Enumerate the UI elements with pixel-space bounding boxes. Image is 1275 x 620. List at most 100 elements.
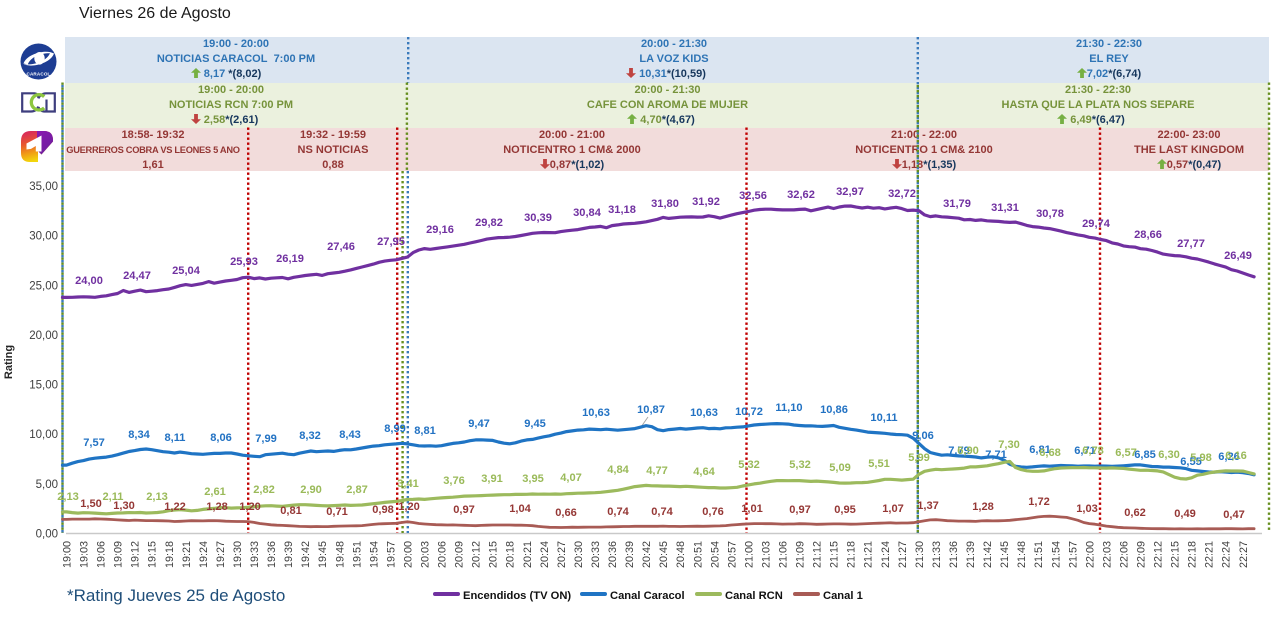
svg-text:20:24: 20:24 (539, 541, 551, 568)
svg-text:30,39: 30,39 (524, 212, 552, 224)
svg-text:4,84: 4,84 (607, 464, 629, 476)
svg-text:8,99: 8,99 (384, 423, 406, 435)
svg-text:0,00: 0,00 (36, 529, 58, 541)
svg-text:0,98: 0,98 (372, 504, 394, 516)
svg-text:19:00: 19:00 (62, 541, 74, 568)
svg-text:7,99: 7,99 (255, 433, 277, 445)
svg-text:6,57: 6,57 (1115, 447, 1137, 459)
svg-text:20:27: 20:27 (556, 541, 568, 568)
svg-text:21:12: 21:12 (812, 541, 824, 568)
svg-text:26,49: 26,49 (1224, 250, 1252, 262)
svg-text:25,04: 25,04 (172, 265, 201, 277)
svg-text:21:48: 21:48 (1016, 541, 1028, 568)
svg-text:6,71: 6,71 (1074, 445, 1096, 457)
svg-text:19:09: 19:09 (113, 541, 125, 568)
svg-text:19:51: 19:51 (351, 541, 363, 568)
svg-text:21:06: 21:06 (778, 541, 790, 568)
svg-text:31,92: 31,92 (692, 196, 720, 208)
svg-text:19:12: 19:12 (130, 541, 142, 568)
svg-text:22:15: 22:15 (1170, 541, 1182, 568)
svg-text:19:33: 19:33 (249, 541, 261, 568)
svg-text:20:51: 20:51 (692, 541, 704, 568)
svg-text:22:06: 22:06 (1118, 541, 1130, 568)
svg-text:3,91: 3,91 (481, 473, 503, 485)
svg-text:21:57: 21:57 (1067, 541, 1079, 568)
svg-text:1,28: 1,28 (972, 501, 994, 513)
svg-text:2,87: 2,87 (346, 484, 368, 496)
svg-text:11,10: 11,10 (775, 402, 802, 414)
svg-text:6,26: 6,26 (1218, 451, 1240, 463)
svg-text:1,50: 1,50 (80, 498, 102, 510)
svg-text:31,31: 31,31 (991, 202, 1019, 214)
svg-text:19:48: 19:48 (334, 541, 346, 568)
svg-text:20:06: 20:06 (437, 541, 449, 568)
svg-text:3,41: 3,41 (397, 478, 419, 490)
svg-text:6,68: 6,68 (1039, 447, 1061, 459)
svg-text:21:45: 21:45 (999, 541, 1011, 568)
svg-text:20:15: 20:15 (488, 541, 500, 568)
svg-text:31,80: 31,80 (651, 198, 679, 210)
svg-text:21:33: 21:33 (931, 541, 943, 568)
svg-text:21:27: 21:27 (897, 541, 909, 568)
svg-text:8,81: 8,81 (414, 425, 436, 437)
svg-text:22:27: 22:27 (1238, 541, 1250, 568)
svg-text:0,47: 0,47 (1223, 509, 1245, 521)
svg-text:0,97: 0,97 (453, 504, 475, 516)
svg-text:22:09: 22:09 (1136, 541, 1148, 568)
svg-text:8,11: 8,11 (165, 432, 186, 444)
svg-text:CARACOL: CARACOL (26, 72, 50, 77)
svg-text:1,07: 1,07 (882, 503, 904, 515)
svg-text:20:45: 20:45 (658, 541, 670, 568)
svg-text:Rating: Rating (3, 345, 15, 379)
svg-text:0,81: 0,81 (280, 505, 302, 517)
svg-text:21:09: 21:09 (795, 541, 807, 568)
svg-text:31,79: 31,79 (943, 198, 971, 210)
svg-text:1,28: 1,28 (206, 501, 228, 513)
svg-text:20:03: 20:03 (420, 541, 432, 568)
svg-text:8,43: 8,43 (339, 429, 361, 441)
svg-text:21:03: 21:03 (760, 541, 772, 568)
svg-text:0,62: 0,62 (1124, 507, 1146, 519)
svg-text:19:45: 19:45 (317, 541, 329, 568)
svg-text:19:21: 19:21 (181, 541, 193, 568)
svg-text:21:30: 21:30 (914, 541, 926, 568)
svg-text:20:57: 20:57 (726, 541, 738, 568)
svg-text:19:36: 19:36 (266, 541, 278, 568)
svg-text:2,61: 2,61 (204, 486, 226, 498)
svg-text:20:48: 20:48 (675, 541, 687, 568)
svg-text:6,16: 6,16 (1225, 450, 1247, 462)
svg-text:32,56: 32,56 (739, 190, 767, 202)
svg-text:20:18: 20:18 (505, 541, 517, 568)
svg-text:29,82: 29,82 (475, 217, 503, 229)
svg-text:21:36: 21:36 (948, 541, 960, 568)
svg-text:22:12: 22:12 (1153, 541, 1165, 568)
svg-text:5,32: 5,32 (738, 459, 760, 471)
svg-text:7,30: 7,30 (998, 439, 1020, 451)
svg-text:10,63: 10,63 (582, 407, 610, 419)
svg-text:24,47: 24,47 (123, 270, 151, 282)
svg-text:22:24: 22:24 (1221, 541, 1233, 568)
svg-text:20:30: 20:30 (573, 541, 585, 568)
svg-text:22:03: 22:03 (1101, 541, 1113, 568)
svg-text:21:18: 21:18 (846, 541, 858, 568)
svg-text:10,72: 10,72 (735, 406, 763, 418)
svg-text:20:54: 20:54 (709, 541, 721, 568)
svg-text:0,95: 0,95 (834, 504, 856, 516)
svg-text:2,90: 2,90 (300, 484, 322, 496)
svg-text:20:09: 20:09 (454, 541, 466, 568)
svg-text:10,63: 10,63 (690, 407, 718, 419)
svg-text:5,99: 5,99 (908, 452, 930, 464)
svg-text:19:03: 19:03 (79, 541, 91, 568)
svg-text:10,00: 10,00 (29, 429, 58, 441)
svg-text:0,97: 0,97 (789, 504, 811, 516)
svg-text:7,71: 7,71 (985, 449, 1007, 461)
svg-text:21:42: 21:42 (982, 541, 994, 568)
svg-text:29,16: 29,16 (426, 224, 454, 236)
svg-text:21:51: 21:51 (1033, 541, 1045, 568)
svg-text:1,30: 1,30 (113, 500, 135, 512)
svg-text:30,84: 30,84 (573, 207, 602, 219)
svg-text:24,00: 24,00 (75, 275, 103, 287)
svg-text:32,72: 32,72 (888, 188, 916, 200)
svg-text:25,93: 25,93 (230, 256, 258, 268)
svg-text:19:27: 19:27 (215, 541, 227, 568)
